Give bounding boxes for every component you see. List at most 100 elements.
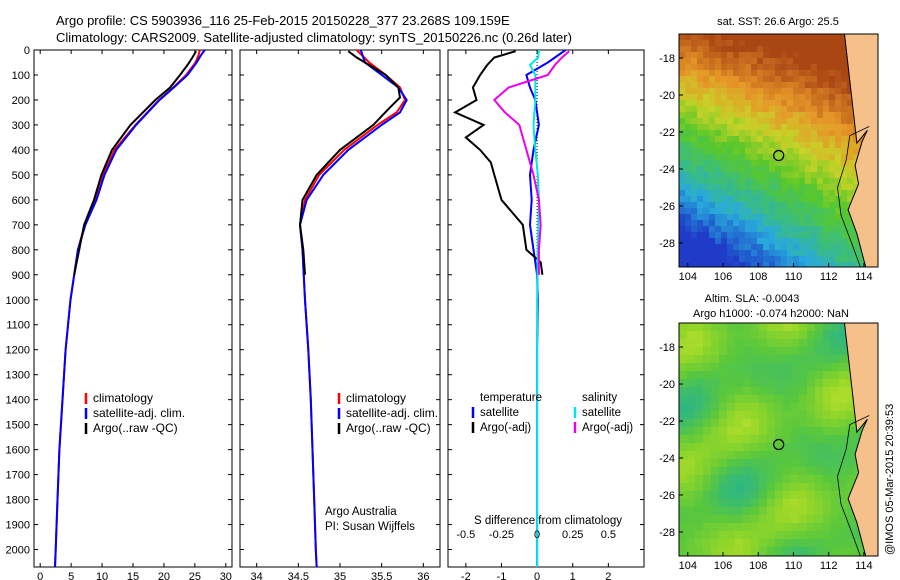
heatmap-cell: [751, 355, 759, 363]
heatmap-cell: [805, 244, 811, 250]
heatmap-cell: [757, 148, 763, 154]
heatmap-cell: [791, 507, 799, 515]
heatmap-cell: [817, 130, 823, 136]
heatmap-cell: [757, 250, 763, 256]
heatmap-cell: [823, 148, 829, 154]
heatmap-cell: [775, 160, 781, 166]
legend-label: Argo(-adj): [582, 422, 633, 434]
heatmap-cell: [687, 547, 695, 555]
heatmap-cell: [745, 118, 751, 124]
heatmap-cell: [739, 154, 745, 160]
heatmap-cell: [815, 539, 823, 547]
heatmap-cell: [719, 459, 727, 467]
heatmap-cell: [685, 154, 691, 160]
heatmap-cell: [735, 387, 743, 395]
heatmap-cell: [841, 82, 847, 88]
heatmap-cell: [767, 379, 775, 387]
heatmap-cell: [799, 40, 805, 46]
heatmap-cell: [709, 148, 715, 154]
series-line: [73, 50, 197, 275]
heatmap-cell: [839, 339, 847, 347]
heatmap-cell: [841, 40, 847, 46]
heatmap-cell: [775, 451, 783, 459]
heatmap-cell: [703, 40, 709, 46]
heatmap-cell: [685, 202, 691, 208]
heatmap-cell: [799, 178, 805, 184]
heatmap-cell: [791, 347, 799, 355]
legend-label: salinity: [582, 392, 617, 404]
heatmap-cell: [787, 70, 793, 76]
heatmap-cell: [829, 106, 835, 112]
heatmap-cell: [727, 208, 733, 214]
heatmap-cell: [703, 214, 709, 220]
heatmap-cell: [739, 88, 745, 94]
heatmap-cell: [835, 202, 841, 208]
heatmap-cell: [831, 371, 839, 379]
heatmap-cell: [709, 184, 715, 190]
heatmap-cell: [739, 106, 745, 112]
heatmap-cell: [715, 118, 721, 124]
heatmap-cell: [763, 142, 769, 148]
heatmap-cell: [703, 451, 711, 459]
heatmap-cell: [721, 40, 727, 46]
heatmap-cell: [711, 515, 719, 523]
heatmap-cell: [847, 142, 853, 148]
legend-label: Argo(-adj): [480, 422, 531, 434]
heatmap-cell: [709, 262, 715, 267]
heatmap-cell: [817, 64, 823, 70]
heatmap-cell: [709, 88, 715, 94]
heatmap-cell: [799, 64, 805, 70]
heatmap-cell: [709, 220, 715, 226]
heatmap-cell: [763, 58, 769, 64]
heatmap-cell: [847, 244, 853, 250]
heatmap-cell: [679, 523, 687, 531]
heatmap-cell: [757, 196, 763, 202]
heatmap-cell: [841, 184, 847, 190]
heatmap-cell: [745, 238, 751, 244]
heatmap-cell: [679, 190, 685, 196]
heatmap-cell: [815, 387, 823, 395]
heatmap-cell: [687, 491, 695, 499]
heatmap-cell: [841, 46, 847, 52]
heatmap-cell: [829, 238, 835, 244]
heatmap-cell: [793, 262, 799, 267]
heatmap-cell: [757, 142, 763, 148]
heatmap-cell: [715, 40, 721, 46]
heatmap-cell: [727, 214, 733, 220]
heatmap-cell: [807, 427, 815, 435]
heatmap-cell: [745, 160, 751, 166]
heatmap-cell: [775, 419, 783, 427]
heatmap-cell: [769, 124, 775, 130]
heatmap-cell: [831, 467, 839, 475]
heatmap-cell: [847, 515, 855, 523]
heatmap-cell: [679, 371, 687, 379]
heatmap-cell: [679, 58, 685, 64]
heatmap-cell: [709, 58, 715, 64]
heatmap-cell: [787, 118, 793, 124]
heatmap-cell: [835, 52, 841, 58]
heatmap-cell: [853, 142, 859, 148]
heatmap-cell: [727, 250, 733, 256]
heatmap-cell: [835, 46, 841, 52]
y-tick-label: -24: [659, 453, 675, 465]
heatmap-cell: [807, 507, 815, 515]
heatmap-cell: [757, 214, 763, 220]
heatmap-cell: [703, 379, 711, 387]
heatmap-cell: [839, 531, 847, 539]
heatmap-cell: [793, 220, 799, 226]
heatmap-cell: [703, 539, 711, 547]
heatmap-cell: [791, 339, 799, 347]
float-owner: Argo Australia: [325, 506, 397, 518]
heatmap-cell: [767, 331, 775, 339]
heatmap-cell: [711, 467, 719, 475]
heatmap-cell: [703, 70, 709, 76]
heatmap-cell: [767, 467, 775, 475]
heatmap-cell: [805, 178, 811, 184]
heatmap-cell: [769, 94, 775, 100]
x-tick-label: 112: [820, 560, 838, 572]
heatmap-cell: [781, 52, 787, 58]
heatmap-cell: [793, 34, 799, 40]
heatmap-cell: [799, 411, 807, 419]
heatmap-cell: [691, 100, 697, 106]
x-tick-label: 35.5: [371, 571, 392, 580]
